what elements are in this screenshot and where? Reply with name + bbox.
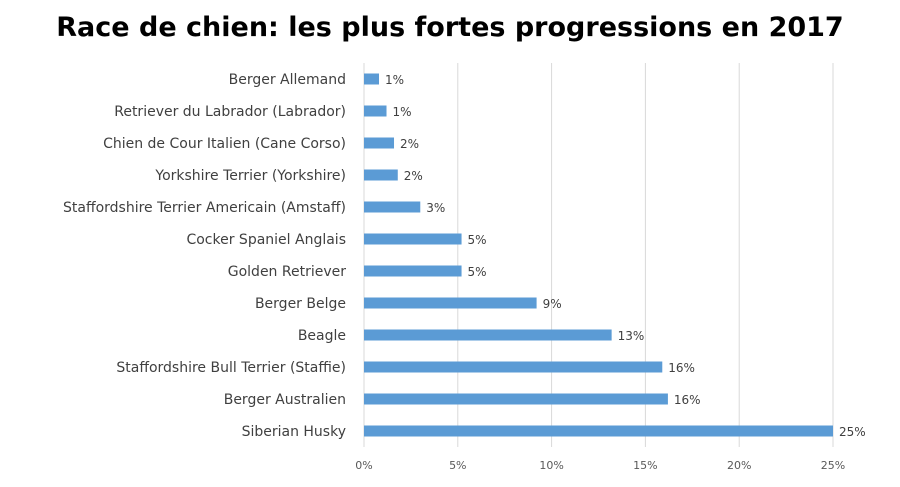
bar	[364, 425, 833, 437]
data-label: 25%	[839, 425, 866, 439]
x-tick-label: 10%	[539, 459, 563, 472]
x-tick-label: 5%	[449, 459, 466, 472]
data-label: 3%	[426, 201, 445, 215]
data-label: 5%	[468, 233, 487, 247]
x-tick-label: 15%	[633, 459, 657, 472]
category-label: Staffordshire Terrier Americain (Amstaff…	[63, 200, 346, 216]
data-label: 5%	[468, 265, 487, 279]
category-label: Cocker Spaniel Anglais	[186, 232, 346, 248]
data-label: 1%	[385, 73, 404, 87]
category-label: Berger Belge	[255, 296, 346, 312]
category-label: Beagle	[298, 328, 346, 344]
bar	[364, 169, 398, 181]
bar	[364, 393, 668, 405]
category-label: Chien de Cour Italien (Cane Corso)	[103, 136, 346, 152]
category-label: Berger Allemand	[229, 72, 346, 88]
data-label: 16%	[668, 361, 695, 375]
bar	[364, 137, 395, 149]
bar	[364, 201, 421, 213]
bar	[364, 73, 380, 85]
x-tick-label: 0%	[355, 459, 372, 472]
bar	[364, 329, 612, 341]
category-label: Golden Retriever	[228, 264, 346, 280]
data-label: 2%	[404, 169, 423, 183]
labels: Berger Allemand 1% Retriever du Labrador (…	[63, 72, 866, 440]
bar	[364, 265, 462, 277]
data-label: 13%	[618, 329, 645, 343]
category-label: Staffordshire Bull Terrier (Staffie)	[116, 360, 346, 376]
bar	[364, 361, 663, 373]
bars	[364, 73, 833, 437]
bar	[364, 105, 387, 117]
category-label: Berger Australien	[224, 392, 346, 408]
x-tick-label: 25%	[821, 459, 845, 472]
data-label: 16%	[674, 393, 701, 407]
x-tick-label: 20%	[727, 459, 751, 472]
bar	[364, 297, 537, 309]
data-label: 1%	[393, 105, 412, 119]
gridlines	[363, 63, 834, 447]
data-label: 2%	[400, 137, 419, 151]
chart-title: Race de chien: les plus fortes progressi…	[56, 12, 844, 43]
bar	[364, 233, 462, 245]
category-label: Yorkshire Terrier (Yorkshire)	[154, 168, 346, 184]
data-label: 9%	[543, 297, 562, 311]
category-label: Siberian Husky	[242, 424, 346, 440]
x-axis-ticks: 0% 5% 10% 15% 20% 25%	[355, 459, 845, 472]
category-label: Retriever du Labrador (Labrador)	[114, 104, 346, 120]
